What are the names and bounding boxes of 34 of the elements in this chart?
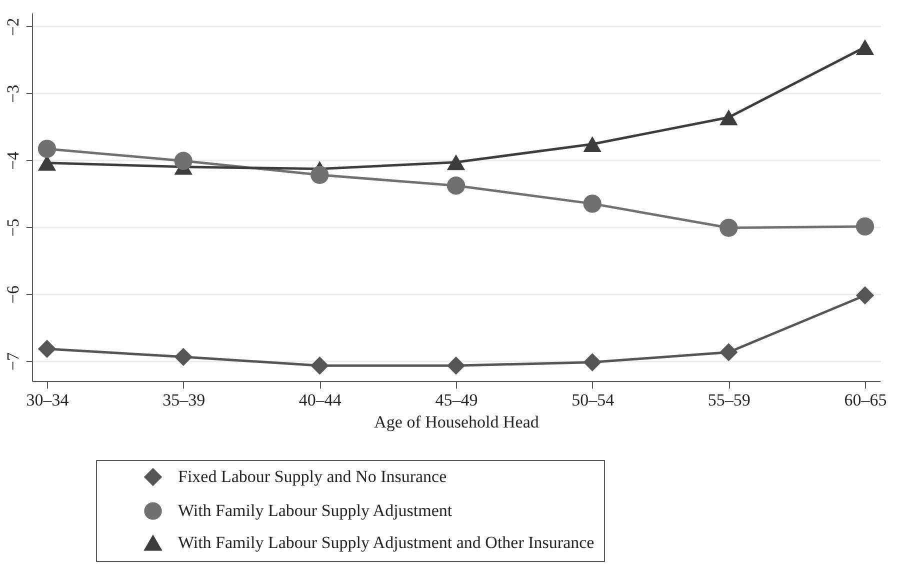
point: [583, 353, 602, 372]
point: [310, 356, 329, 375]
point: [174, 348, 192, 366]
y-tick-label: −4: [4, 151, 22, 170]
x-tick-label: 30–34: [26, 390, 70, 410]
legend-label: Fixed Labour Supply and No Insurance: [178, 467, 447, 486]
point: [720, 110, 738, 126]
x-tick-label: 60–65: [844, 390, 887, 410]
x-tick-label: 40–44: [298, 390, 342, 410]
point: [446, 154, 466, 170]
y-tick-label: −5: [4, 218, 22, 237]
point: [856, 217, 874, 236]
x-tick-label: 35–39: [162, 390, 206, 410]
y-tick-label: −2: [4, 18, 22, 36]
point: [583, 136, 602, 152]
point: [446, 176, 466, 195]
y-tick-label: −7: [4, 352, 22, 370]
x-tick-label: 55–59: [708, 390, 750, 410]
legend-label: With Family Labour Supply Adjustment: [178, 501, 452, 520]
x-tick-label: 50–54: [572, 390, 615, 410]
point: [856, 39, 874, 55]
point: [446, 356, 466, 375]
x-tick-label: 45–49: [435, 390, 478, 410]
point: [720, 218, 738, 237]
y-tick-label: −6: [4, 285, 22, 304]
x-axis-title: Age of Household Head: [374, 412, 540, 432]
point: [856, 286, 874, 304]
point: [38, 340, 56, 358]
point: [174, 152, 192, 170]
point: [720, 343, 738, 362]
point: [38, 140, 56, 158]
y-tick-label: −3: [4, 84, 22, 103]
legend-label: With Family Labour Supply Adjustment and Other Insurance: [178, 533, 594, 552]
point: [583, 194, 602, 213]
